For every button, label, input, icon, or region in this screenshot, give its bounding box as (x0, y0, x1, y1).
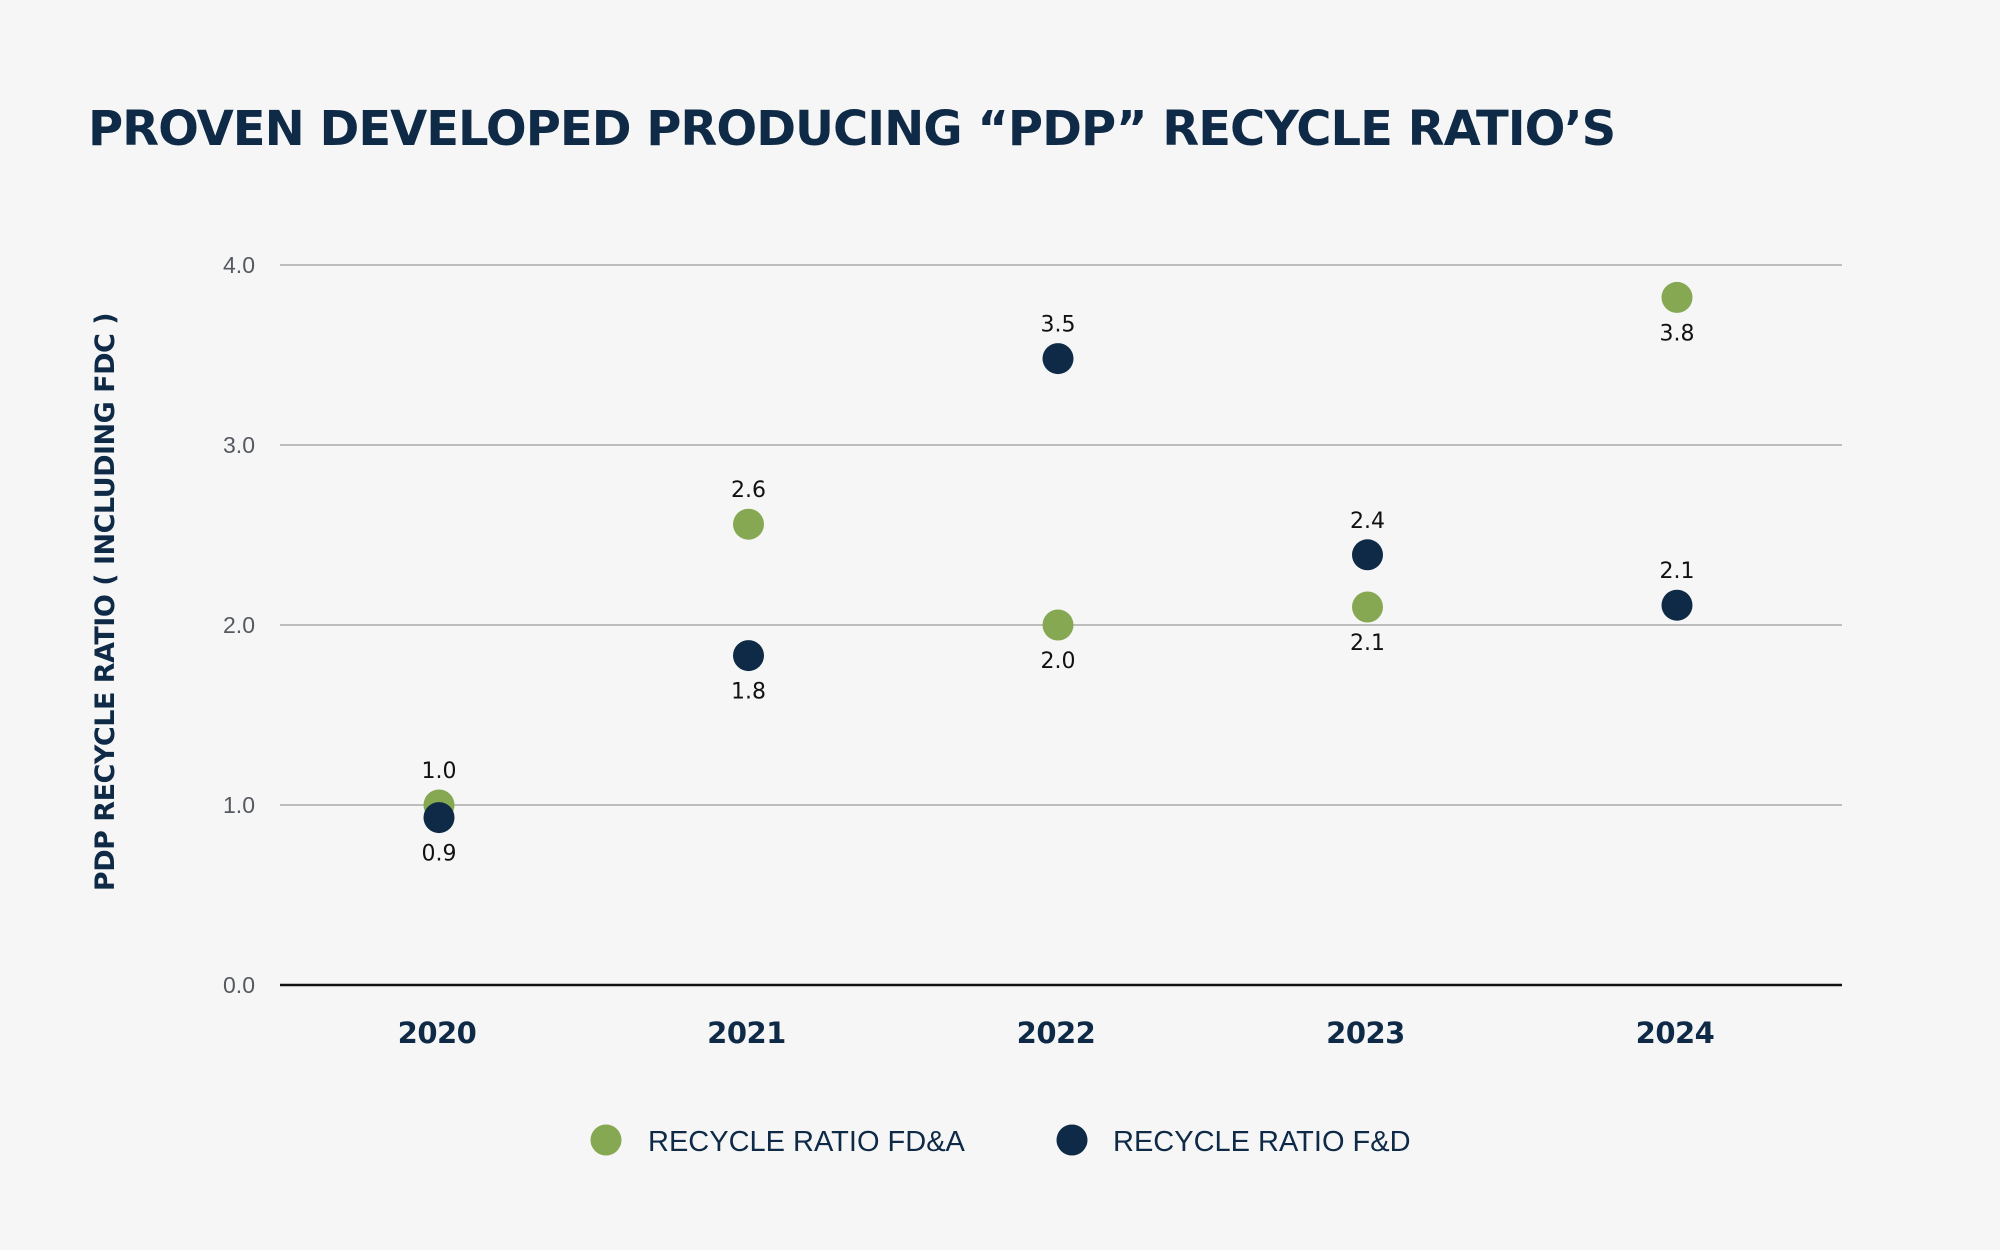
point-fda-2024 (1661, 281, 1693, 313)
legend-label-fda: RECYCLE RATIO FD&A (648, 1126, 966, 1158)
legend: RECYCLE RATIO FD&A RECYCLE RATIO F&D (590, 1124, 1411, 1158)
data-label-fda: 2.6 (731, 478, 766, 503)
point-fd-2021 (733, 640, 764, 672)
data-label-fd: 2.1 (1660, 559, 1695, 584)
y-tick-label: 4.0 (223, 252, 255, 278)
data-label-fd: 3.5 (1041, 313, 1076, 338)
x-tick-label: 2022 (1017, 1016, 1096, 1050)
point-fd-2020 (423, 802, 455, 834)
point-fda-2023 (1352, 591, 1383, 623)
point-fd-2022 (1042, 343, 1074, 375)
x-tick-label: 2023 (1326, 1016, 1405, 1050)
legend-marker-fd (1056, 1124, 1088, 1156)
y-tick-label: 2.0 (223, 612, 255, 638)
y-tick-label: 3.0 (223, 432, 255, 458)
point-fd-2024 (1661, 589, 1693, 621)
point-fda-2021 (733, 508, 764, 540)
point-fda-2022 (1042, 609, 1074, 641)
data-label-fda: 2.0 (1041, 649, 1076, 674)
x-axis-ticks: 2020 2021 2022 2023 2024 (398, 1016, 1715, 1050)
x-tick-label: 2024 (1636, 1016, 1715, 1050)
x-tick-label: 2021 (707, 1016, 786, 1050)
data-points (423, 281, 1693, 834)
data-label-fda: 1.0 (422, 759, 457, 784)
data-labels: 1.0 2.6 2.0 2.1 3.8 0.9 1.8 3.5 2.4 2.1 (422, 313, 1695, 867)
y-axis-label: PDP RECYCLE RATIO ( INCLUDING FDC ) (90, 313, 121, 891)
chart-title: PROVEN DEVELOPED PRODUCING “PDP” RECYCLE… (88, 101, 1615, 157)
data-label-fd: 0.9 (422, 842, 457, 867)
x-tick-label: 2020 (398, 1016, 477, 1050)
data-label-fda: 3.8 (1660, 321, 1695, 346)
y-tick-label: 0.0 (223, 972, 255, 998)
point-fd-2023 (1352, 539, 1383, 571)
data-label-fda: 2.1 (1350, 631, 1385, 656)
data-label-fd: 2.4 (1350, 509, 1385, 534)
legend-label-fd: RECYCLE RATIO F&D (1113, 1126, 1411, 1158)
data-label-fd: 1.8 (731, 680, 766, 705)
y-tick-label: 1.0 (223, 792, 255, 818)
y-axis-ticks: 0.0 1.0 2.0 3.0 4.0 (223, 252, 255, 998)
legend-marker-fda (590, 1124, 622, 1156)
